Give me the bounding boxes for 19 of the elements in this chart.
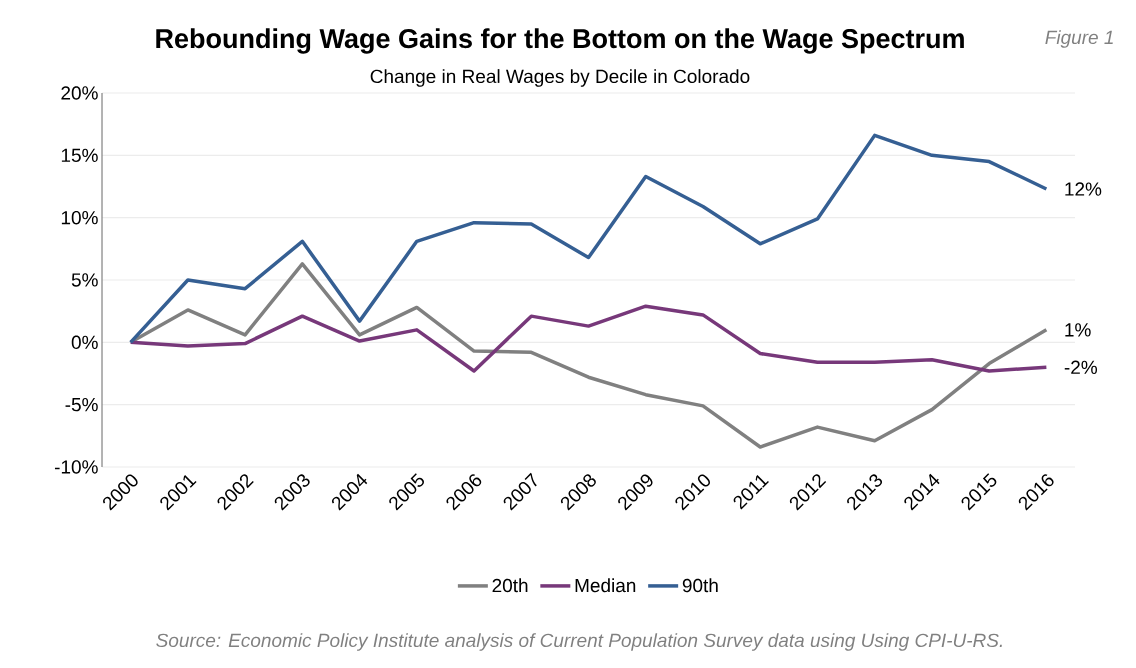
y-tick-label: 5% bbox=[71, 273, 98, 287]
y-tick-label: 15% bbox=[61, 148, 98, 163]
legend-label: 90th bbox=[682, 578, 718, 593]
legend-label: Median bbox=[575, 578, 636, 593]
y-tick-label: -5% bbox=[65, 397, 98, 412]
chart-title: Rebounding Wage Gains for the Bottom on the Wage Spectrum bbox=[156, 28, 964, 54]
legend-label: 20th bbox=[492, 578, 528, 593]
caption: Figure 1 bbox=[1045, 30, 1113, 48]
annotation: -2% bbox=[1064, 360, 1098, 374]
annotation: 12% bbox=[1065, 182, 1102, 196]
chart-subtitle: Change in Real Wages by Decile in Colorado bbox=[370, 69, 750, 87]
annotation: 1% bbox=[1065, 323, 1091, 337]
line-series bbox=[128, 304, 1049, 373]
y-tick-label: 20% bbox=[61, 86, 98, 100]
y-tick-label: -10% bbox=[54, 460, 98, 474]
source-note: Source: Economic Policy Institute analysis of Current Population Survey data using Using CPI-U-RS. bbox=[156, 633, 1002, 651]
y-tick-label: 0% bbox=[71, 335, 98, 350]
line-series bbox=[128, 133, 1049, 345]
y-tick-label: 10% bbox=[61, 210, 98, 225]
